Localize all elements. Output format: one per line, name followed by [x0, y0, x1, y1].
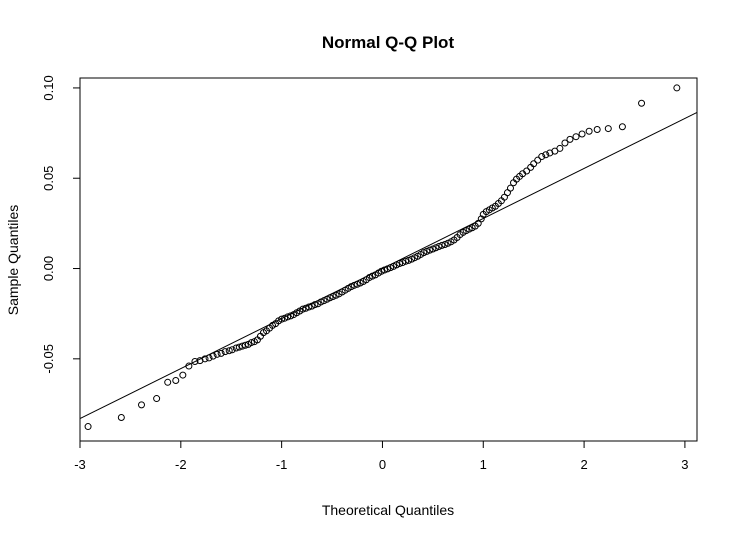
data-point — [380, 266, 388, 274]
data-point — [284, 313, 292, 321]
x-tick-label: 2 — [580, 457, 587, 472]
data-point — [213, 350, 221, 358]
data-point — [566, 135, 574, 143]
data-point — [604, 125, 612, 133]
data-point — [534, 156, 542, 164]
data-point — [542, 151, 550, 159]
data-point — [538, 153, 546, 161]
data-point — [305, 303, 313, 311]
data-point — [117, 414, 125, 422]
data-point — [572, 133, 580, 141]
plot-frame — [79, 77, 698, 442]
data-point — [84, 423, 92, 431]
data-point — [238, 342, 246, 350]
data-point — [235, 343, 243, 351]
data-points — [84, 84, 681, 431]
data-point — [523, 167, 531, 175]
y-axis-label: Sample Quantiles — [5, 205, 21, 316]
y-tick-label: -0.05 — [41, 344, 56, 374]
data-point — [396, 259, 404, 267]
data-point — [435, 242, 443, 250]
data-point — [201, 355, 209, 363]
data-point — [618, 123, 626, 131]
x-axis-label: Theoretical Quantiles — [322, 502, 454, 518]
data-point — [438, 241, 446, 249]
data-point — [205, 354, 213, 362]
y-tick-label: 0.05 — [41, 166, 56, 191]
data-point — [228, 346, 236, 354]
data-point — [477, 215, 485, 223]
data-point — [179, 371, 187, 379]
data-point — [593, 125, 601, 133]
data-point — [673, 84, 681, 92]
data-point — [556, 144, 564, 152]
data-point — [278, 315, 286, 323]
data-point — [209, 352, 217, 360]
chart-title: Normal Q-Q Plot — [322, 33, 455, 52]
x-tick-label: 3 — [681, 457, 688, 472]
y-axis: -0.05 0.00 0.05 0.10 — [41, 75, 81, 374]
data-point — [402, 257, 410, 265]
x-tick-label: 1 — [480, 457, 487, 472]
x-axis: -3 -2 -1 0 1 2 3 — [74, 440, 689, 472]
data-point — [561, 139, 569, 147]
data-point — [247, 339, 255, 347]
data-point — [137, 401, 145, 409]
y-tick-label: 0.00 — [41, 256, 56, 281]
data-point — [172, 377, 180, 384]
data-point — [191, 358, 199, 366]
y-tick-label: 0.10 — [41, 75, 56, 100]
data-point — [225, 347, 233, 355]
x-tick-label: -1 — [276, 457, 288, 472]
x-tick-label: -3 — [74, 457, 86, 472]
data-point — [638, 99, 646, 107]
data-point — [350, 281, 358, 289]
data-point — [585, 127, 593, 135]
data-point — [299, 305, 307, 313]
data-point — [153, 395, 161, 403]
data-point — [217, 349, 225, 357]
data-point — [578, 130, 586, 138]
x-tick-label: -2 — [175, 457, 187, 472]
data-point — [311, 301, 319, 309]
data-point — [221, 348, 229, 356]
data-point — [185, 362, 193, 370]
data-point — [530, 160, 538, 168]
data-point — [164, 378, 172, 386]
x-tick-label: 0 — [379, 457, 386, 472]
data-point — [241, 341, 249, 349]
data-point — [506, 184, 514, 192]
data-point — [426, 246, 434, 254]
data-point — [232, 344, 240, 352]
